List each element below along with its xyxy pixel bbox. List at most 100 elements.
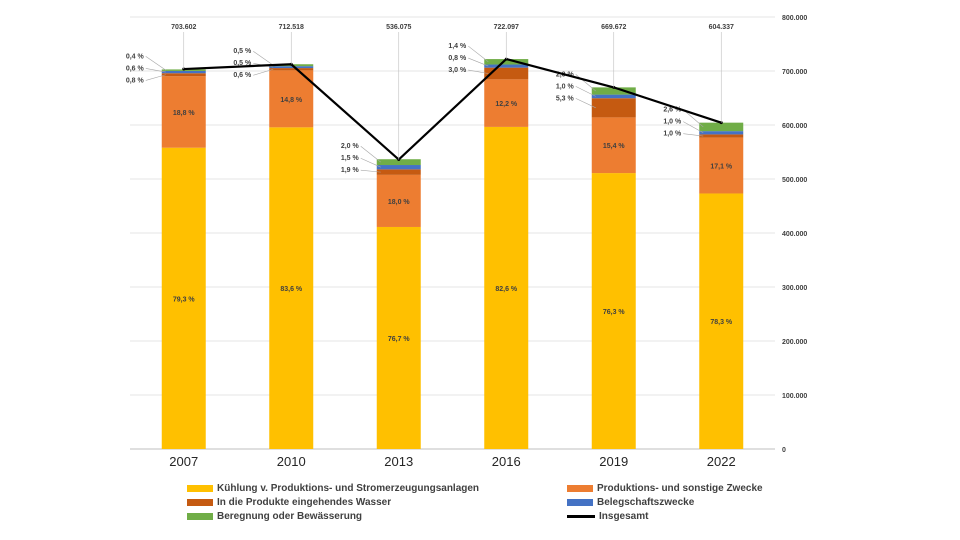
- data-label: 18,8 %: [173, 110, 196, 117]
- leader-line: [145, 74, 166, 81]
- x-tick-label: 2010: [277, 454, 306, 469]
- data-label: 76,7 %: [388, 336, 411, 343]
- y-tick-label: 200.000: [782, 339, 807, 346]
- y-tick-label: 700.000: [782, 69, 807, 76]
- leader-line: [253, 50, 274, 66]
- data-label: 0,4 %: [126, 53, 145, 60]
- leader-line: [145, 56, 166, 71]
- x-tick-label: 2022: [707, 454, 736, 469]
- leader-line: [683, 109, 704, 128]
- total-label: 703.602: [171, 24, 196, 31]
- legend-item-beregnung: Beregnung oder Bewässerung: [187, 511, 362, 522]
- bar-segment: [484, 67, 529, 80]
- data-label: 82,6 %: [495, 286, 518, 293]
- legend-item-kuehlung: Kühlung v. Produktions- und Stromerzeugu…: [187, 483, 479, 494]
- bar-segment: [269, 70, 314, 128]
- data-label: 5,3 %: [556, 95, 575, 102]
- data-label: 0,6 %: [126, 65, 145, 72]
- legend-label-produktion: Produktions- und sonstige Zwecke: [597, 483, 763, 494]
- data-label: 0,5 %: [233, 60, 252, 67]
- bar-segment: [699, 122, 744, 132]
- legend-label-belegschaft: Belegschaftszwecke: [597, 497, 695, 508]
- leader-line: [575, 86, 596, 97]
- leader-line: [683, 121, 704, 134]
- data-label: 1,0 %: [556, 83, 575, 90]
- total-label: 669.672: [601, 24, 626, 31]
- bar-segment: [161, 76, 206, 148]
- bar-segment: [161, 70, 206, 74]
- y-tick-label: 600.000: [782, 123, 807, 130]
- legend-item-produkte-wasser: In die Produkte eingehendes Wasser: [187, 497, 391, 508]
- bar-segment: [376, 165, 421, 170]
- bar-segment: [699, 137, 744, 194]
- data-label: 1,5 %: [341, 155, 360, 162]
- bar-segment: [699, 131, 744, 135]
- bar-segment: [269, 127, 314, 450]
- leader-line: [360, 145, 381, 163]
- legend-label-insgesamt: Insgesamt: [599, 511, 649, 522]
- data-label: 2,6 %: [663, 107, 682, 114]
- y-tick-label: 0: [782, 447, 786, 454]
- legend-label-beregnung: Beregnung oder Bewässerung: [217, 511, 363, 522]
- total-label: 536.075: [386, 24, 411, 31]
- leader-line: [683, 133, 704, 137]
- total-label: 604.337: [709, 24, 734, 31]
- y-tick-label: 500.000: [782, 177, 807, 184]
- x-tick-label: 2007: [169, 454, 198, 469]
- legend-item-insgesamt: Insgesamt: [567, 511, 648, 522]
- data-label: 2,0 %: [341, 143, 360, 150]
- bar-segment: [591, 117, 636, 174]
- legend-swatch-kuehlung: [187, 485, 213, 492]
- bar-segment: [591, 98, 636, 118]
- data-label: 17,1 %: [710, 164, 733, 171]
- data-label: 1,0 %: [663, 131, 682, 138]
- bar-segment: [591, 173, 636, 449]
- bar-segment: [269, 66, 314, 69]
- y-tick-label: 800.000: [782, 15, 807, 22]
- leader-line: [468, 69, 489, 74]
- bar-segment: [376, 174, 421, 227]
- bar-segment: [484, 126, 529, 449]
- data-label: 83,6 %: [280, 286, 303, 293]
- legend-swatch-beregnung: [187, 513, 213, 520]
- data-label: 12,2 %: [495, 101, 518, 108]
- chart: 0 100.000 200.000 300.000 400.000 500.000 600.…: [126, 15, 808, 469]
- legend-label-produkte-wasser: In die Produkte eingehendes Wasser: [217, 497, 392, 508]
- x-tick-label: 2016: [492, 454, 521, 469]
- leader-line: [468, 57, 489, 67]
- data-label: 15,4 %: [603, 143, 626, 150]
- data-label: 78,3 %: [710, 319, 733, 326]
- legend-swatch-insgesamt: [567, 515, 595, 518]
- data-label: 14,8 %: [280, 97, 303, 104]
- bar-segment: [484, 59, 529, 65]
- data-label: 3,0 %: [448, 67, 467, 74]
- legend-swatch-belegschaft: [567, 499, 593, 506]
- leader-line: [145, 68, 166, 73]
- bar-segment: [161, 73, 206, 77]
- legend-swatch-produkte-wasser: [187, 499, 213, 506]
- total-label: 712.518: [279, 24, 304, 31]
- bar-segment: [161, 147, 206, 449]
- leader-line: [360, 157, 381, 168]
- leader-line: [253, 68, 274, 76]
- data-label: 79,3 %: [173, 296, 196, 303]
- data-label: 1,9 %: [341, 167, 360, 174]
- data-label: 1,4 %: [448, 43, 467, 50]
- legend-item-belegschaft: Belegschaftszwecke: [567, 497, 694, 508]
- bar-segment: [699, 193, 744, 449]
- total-label: 722.097: [494, 24, 519, 31]
- bar-segment: [269, 68, 314, 71]
- legend-swatch-produktion: [567, 485, 593, 492]
- bar-segment: [591, 87, 636, 95]
- bar-segment: [484, 79, 529, 127]
- data-label: 76,3 %: [603, 309, 626, 316]
- bar-segment: [376, 169, 421, 175]
- x-tick-label: 2019: [599, 454, 628, 469]
- data-label: 18,0 %: [388, 199, 411, 206]
- legend-item-produktion: Produktions- und sonstige Zwecke: [567, 483, 763, 494]
- bar-segment: [376, 226, 421, 449]
- bar-segment: [591, 94, 636, 99]
- bar-segment: [376, 159, 421, 166]
- data-label: 1,0 %: [663, 119, 682, 126]
- y-tick-label: 300.000: [782, 285, 807, 292]
